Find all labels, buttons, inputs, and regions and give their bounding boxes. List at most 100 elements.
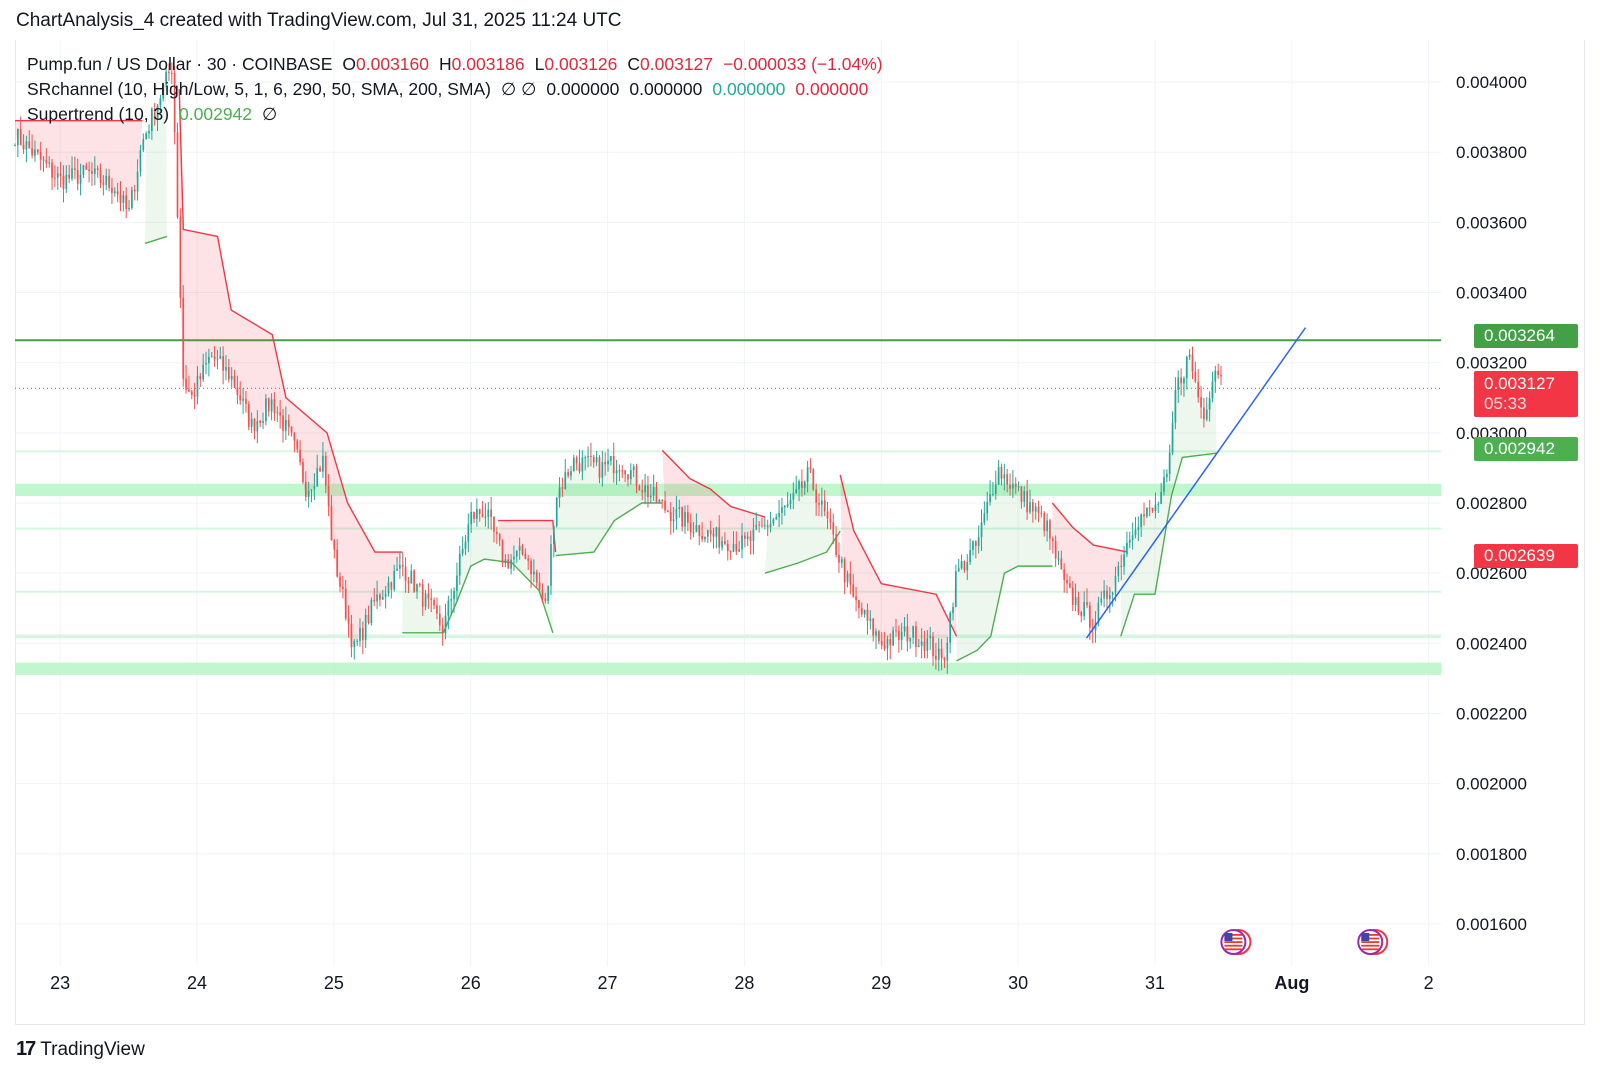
candle — [393, 564, 396, 592]
candle — [923, 630, 926, 659]
candle — [572, 454, 575, 472]
candle-body — [319, 468, 321, 472]
candle — [93, 156, 96, 186]
candle-body — [912, 626, 914, 638]
candle-body — [875, 631, 877, 636]
srchannel-label[interactable]: SRchannel (10, High/Low, 5, 1, 6, 290, 5… — [27, 79, 492, 99]
candle — [692, 521, 695, 538]
candle — [840, 556, 843, 568]
candle — [453, 587, 455, 613]
candle — [310, 489, 313, 503]
candle — [883, 632, 886, 651]
candle-body — [758, 524, 760, 526]
candle-body — [789, 499, 792, 505]
candle — [133, 184, 136, 201]
candle — [430, 588, 433, 613]
candle — [111, 177, 113, 204]
candle — [524, 548, 527, 560]
candle — [176, 122, 179, 219]
sr-zone — [15, 662, 1441, 675]
candle — [778, 500, 780, 528]
candle-body — [578, 463, 581, 472]
candle — [704, 536, 706, 543]
supertrend-label[interactable]: Supertrend (10, 3) — [27, 104, 170, 124]
candle-body — [199, 376, 202, 380]
candle — [795, 475, 798, 494]
candle-body — [1077, 597, 1080, 613]
candle-body — [803, 482, 806, 488]
candle-body — [79, 174, 82, 184]
x-tick-label: 25 — [324, 973, 344, 993]
candle-body — [855, 596, 857, 601]
candle-body — [664, 500, 666, 511]
candle — [236, 375, 239, 405]
candle — [635, 463, 638, 494]
candle-body — [444, 615, 447, 634]
candle — [915, 621, 917, 658]
candle — [262, 412, 264, 429]
candle-body — [769, 523, 772, 528]
candle — [1103, 580, 1105, 608]
chart-frame — [15, 40, 1585, 1025]
candle-body — [624, 470, 626, 475]
us-flag-event-icon[interactable] — [1220, 929, 1252, 955]
candle-body — [792, 493, 795, 500]
candle — [852, 574, 855, 598]
y-tick-label: 0.001800 — [1456, 845, 1527, 864]
candle-body — [524, 554, 527, 559]
candle-body — [795, 489, 798, 494]
candle — [1126, 531, 1128, 558]
supertrend-line-down — [839, 474, 958, 637]
flag-stripe — [1224, 948, 1243, 951]
candle-body — [1020, 486, 1023, 502]
candle-body — [1100, 598, 1103, 603]
candle — [1163, 469, 1165, 496]
candle — [957, 558, 960, 573]
candle — [584, 455, 587, 471]
candle — [786, 491, 789, 508]
us-flag-event-icon[interactable] — [1357, 929, 1389, 955]
candle — [319, 465, 321, 472]
candle — [832, 513, 835, 545]
candle — [1063, 563, 1066, 593]
legend-symbol[interactable]: Pump.fun / US Dollar · 30 · COINBASE — [27, 54, 333, 74]
flag-stripe — [1361, 948, 1380, 951]
candle — [493, 516, 495, 543]
supertrend-price-tag: 0.002942 — [1474, 437, 1578, 461]
candle-body — [1043, 512, 1046, 531]
candle — [356, 638, 358, 646]
candle-body — [148, 130, 150, 134]
candle — [912, 625, 914, 645]
candle-body — [350, 623, 353, 648]
candle-body — [1108, 594, 1111, 600]
candle — [863, 609, 866, 618]
candle-body — [1160, 491, 1162, 504]
candle — [977, 525, 980, 554]
candle — [1080, 610, 1083, 623]
candle-body — [1128, 539, 1131, 543]
candle-body — [219, 356, 222, 359]
candle — [42, 156, 45, 172]
candle — [992, 481, 994, 497]
candle-body — [1217, 370, 1220, 375]
candle — [781, 497, 783, 525]
candle — [1114, 566, 1117, 602]
candle — [1183, 376, 1185, 397]
candle-body — [678, 507, 681, 510]
candle-body — [1029, 502, 1031, 513]
candle — [715, 526, 718, 549]
candle-body — [598, 457, 601, 478]
candle-body — [396, 568, 398, 571]
candle-body — [510, 559, 512, 569]
candle-body — [427, 593, 430, 599]
candle — [396, 556, 398, 572]
candle — [897, 625, 900, 653]
candle-body — [858, 600, 860, 609]
candle-body — [652, 487, 655, 496]
candle-body — [746, 536, 749, 539]
candle-body — [966, 562, 969, 571]
candle-body — [783, 505, 786, 508]
candle-body — [778, 512, 780, 517]
candle — [376, 580, 378, 610]
